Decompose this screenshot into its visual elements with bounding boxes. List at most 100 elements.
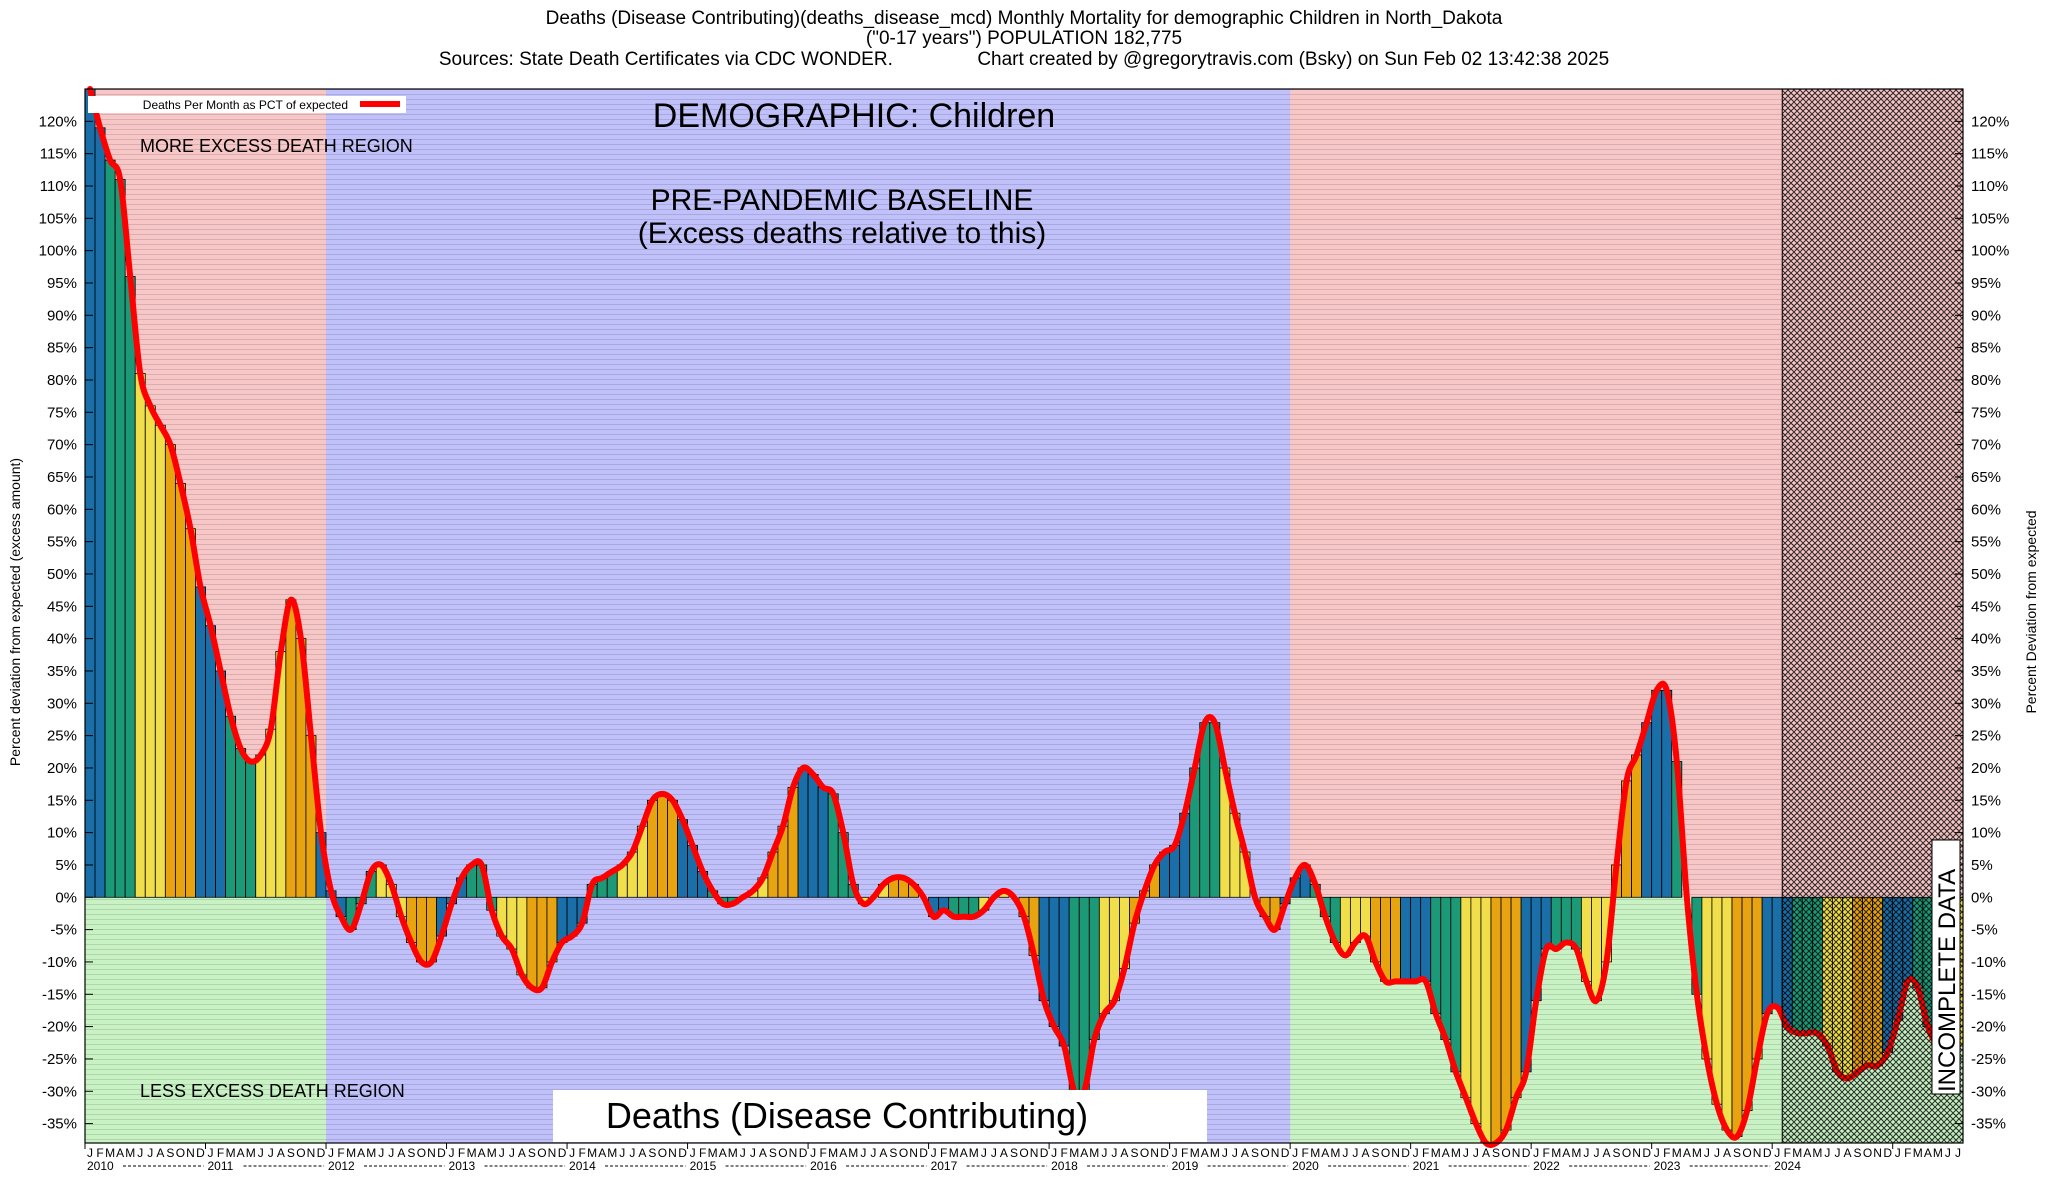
y-tick-label-left: 20% xyxy=(47,760,77,777)
x-month-label: D xyxy=(558,1146,567,1160)
x-month-label: A xyxy=(1442,1146,1450,1160)
bar xyxy=(94,127,106,898)
x-month-label: N xyxy=(1512,1146,1521,1160)
x-month-label: D xyxy=(1401,1146,1410,1160)
x-month-label: O xyxy=(296,1146,305,1160)
x-month-label: N xyxy=(789,1146,798,1160)
y-tick-label-left: 90% xyxy=(47,307,77,324)
bar xyxy=(185,528,196,898)
x-month-label: J xyxy=(1834,1146,1840,1160)
x-month-label: A xyxy=(357,1146,365,1160)
x-month-label: J xyxy=(137,1146,143,1160)
y-tick-label-left: 65% xyxy=(47,469,77,486)
x-month-label: D xyxy=(1522,1146,1531,1160)
x-month-label: M xyxy=(105,1146,115,1160)
y-tick-label-right: -15% xyxy=(1971,986,2006,1003)
bar xyxy=(1360,896,1371,937)
x-month-label: J xyxy=(1473,1146,1479,1160)
x-month-label: J xyxy=(1232,1146,1238,1160)
x-month-label: S xyxy=(648,1146,656,1160)
y-tick-label-left: 100% xyxy=(39,243,77,260)
x-month-label: F xyxy=(578,1146,585,1160)
x-month-label: S xyxy=(1371,1146,1379,1160)
bar xyxy=(817,786,829,898)
bar xyxy=(195,586,206,898)
x-month-label: J xyxy=(1172,1146,1178,1160)
x-month-label: J xyxy=(1583,1146,1589,1160)
y-tick-label-left: 105% xyxy=(39,210,77,227)
x-month-label: J xyxy=(1463,1146,1469,1160)
bar xyxy=(1390,896,1402,982)
x-month-label: J xyxy=(860,1146,866,1160)
x-month-label: F xyxy=(1543,1146,1550,1160)
x-year-label: 2013 xyxy=(449,1159,476,1173)
x-month-label: J xyxy=(1342,1146,1348,1160)
bar xyxy=(1560,896,1572,943)
y-tick-label-left: 30% xyxy=(47,695,77,712)
x-month-label: D xyxy=(1883,1146,1892,1160)
y-tick-label-right: 40% xyxy=(1971,631,2001,648)
bar xyxy=(1480,896,1492,1144)
y-tick-label-left: 120% xyxy=(39,113,77,130)
y-tick-label-left: -25% xyxy=(42,1051,77,1068)
chart-title-line2: ("0-17 years") POPULATION 182,775 xyxy=(866,28,1182,49)
y-tick-label-left: -30% xyxy=(42,1083,77,1100)
x-month-label: J xyxy=(981,1146,987,1160)
bar xyxy=(1400,896,1412,982)
legend-label: Deaths Per Month as PCT of expected xyxy=(143,98,348,112)
x-year-label: 2012 xyxy=(328,1159,355,1173)
x-month-label: J xyxy=(1654,1146,1660,1160)
x-year-label: 2022 xyxy=(1533,1159,1560,1173)
bar xyxy=(1500,896,1512,1131)
y-tick-label-left: 55% xyxy=(47,534,77,551)
x-month-label: M xyxy=(1069,1146,1079,1160)
x-month-label: A xyxy=(1120,1146,1128,1160)
bar xyxy=(1048,896,1060,1028)
x-year-label: 2024 xyxy=(1774,1159,1801,1173)
x-month-label: M xyxy=(467,1146,477,1160)
x-month-label: O xyxy=(899,1146,908,1160)
x-month-label: O xyxy=(1742,1146,1751,1160)
x-month-label: A xyxy=(518,1146,526,1160)
x-month-label: J xyxy=(1704,1146,1710,1160)
x-month-label: S xyxy=(889,1146,897,1160)
bar xyxy=(667,799,678,898)
y-tick-label-right: 55% xyxy=(1971,534,2001,551)
y-tick-label-left: 50% xyxy=(47,566,77,583)
x-month-label: F xyxy=(217,1146,224,1160)
bar xyxy=(1450,896,1462,1073)
y-tick-label-left: -15% xyxy=(42,986,77,1003)
x-month-label: O xyxy=(1260,1146,1269,1160)
x-month-label: D xyxy=(919,1146,928,1160)
x-month-label: M xyxy=(125,1146,135,1160)
x-month-label: O xyxy=(176,1146,185,1160)
x-month-label: S xyxy=(1492,1146,1500,1160)
y-tick-label-right: -35% xyxy=(1971,1116,2006,1133)
bottom-label: Deaths (Disease Contributing) xyxy=(606,1095,1088,1136)
x-month-label: A xyxy=(1482,1146,1490,1160)
bar xyxy=(556,896,568,943)
bar xyxy=(1380,896,1391,982)
x-year-label: 2019 xyxy=(1172,1159,1199,1173)
y-tick-label-left: -20% xyxy=(42,1019,77,1036)
x-month-label: A xyxy=(1924,1146,1932,1160)
bar xyxy=(1088,896,1100,1040)
x-month-label: J xyxy=(1945,1146,1951,1160)
plot-frame xyxy=(84,88,1964,1144)
bar xyxy=(84,88,96,898)
x-month-label: F xyxy=(458,1146,465,1160)
bar xyxy=(285,599,297,898)
x-month-label: J xyxy=(1533,1146,1539,1160)
bar xyxy=(1410,896,1422,982)
x-month-label: A xyxy=(1723,1146,1731,1160)
x-month-label: N xyxy=(1873,1146,1882,1160)
x-month-label: F xyxy=(1784,1146,1791,1160)
x-month-label: J xyxy=(208,1146,214,1160)
x-month-label: O xyxy=(1140,1146,1149,1160)
x-month-label: A xyxy=(1844,1146,1852,1160)
y-tick-label-right: 85% xyxy=(1971,340,2001,357)
y-tick-label-left: -35% xyxy=(42,1116,77,1133)
x-month-label: M xyxy=(1190,1146,1200,1160)
y-tick-label-left: 35% xyxy=(47,663,77,680)
bar xyxy=(657,793,668,898)
